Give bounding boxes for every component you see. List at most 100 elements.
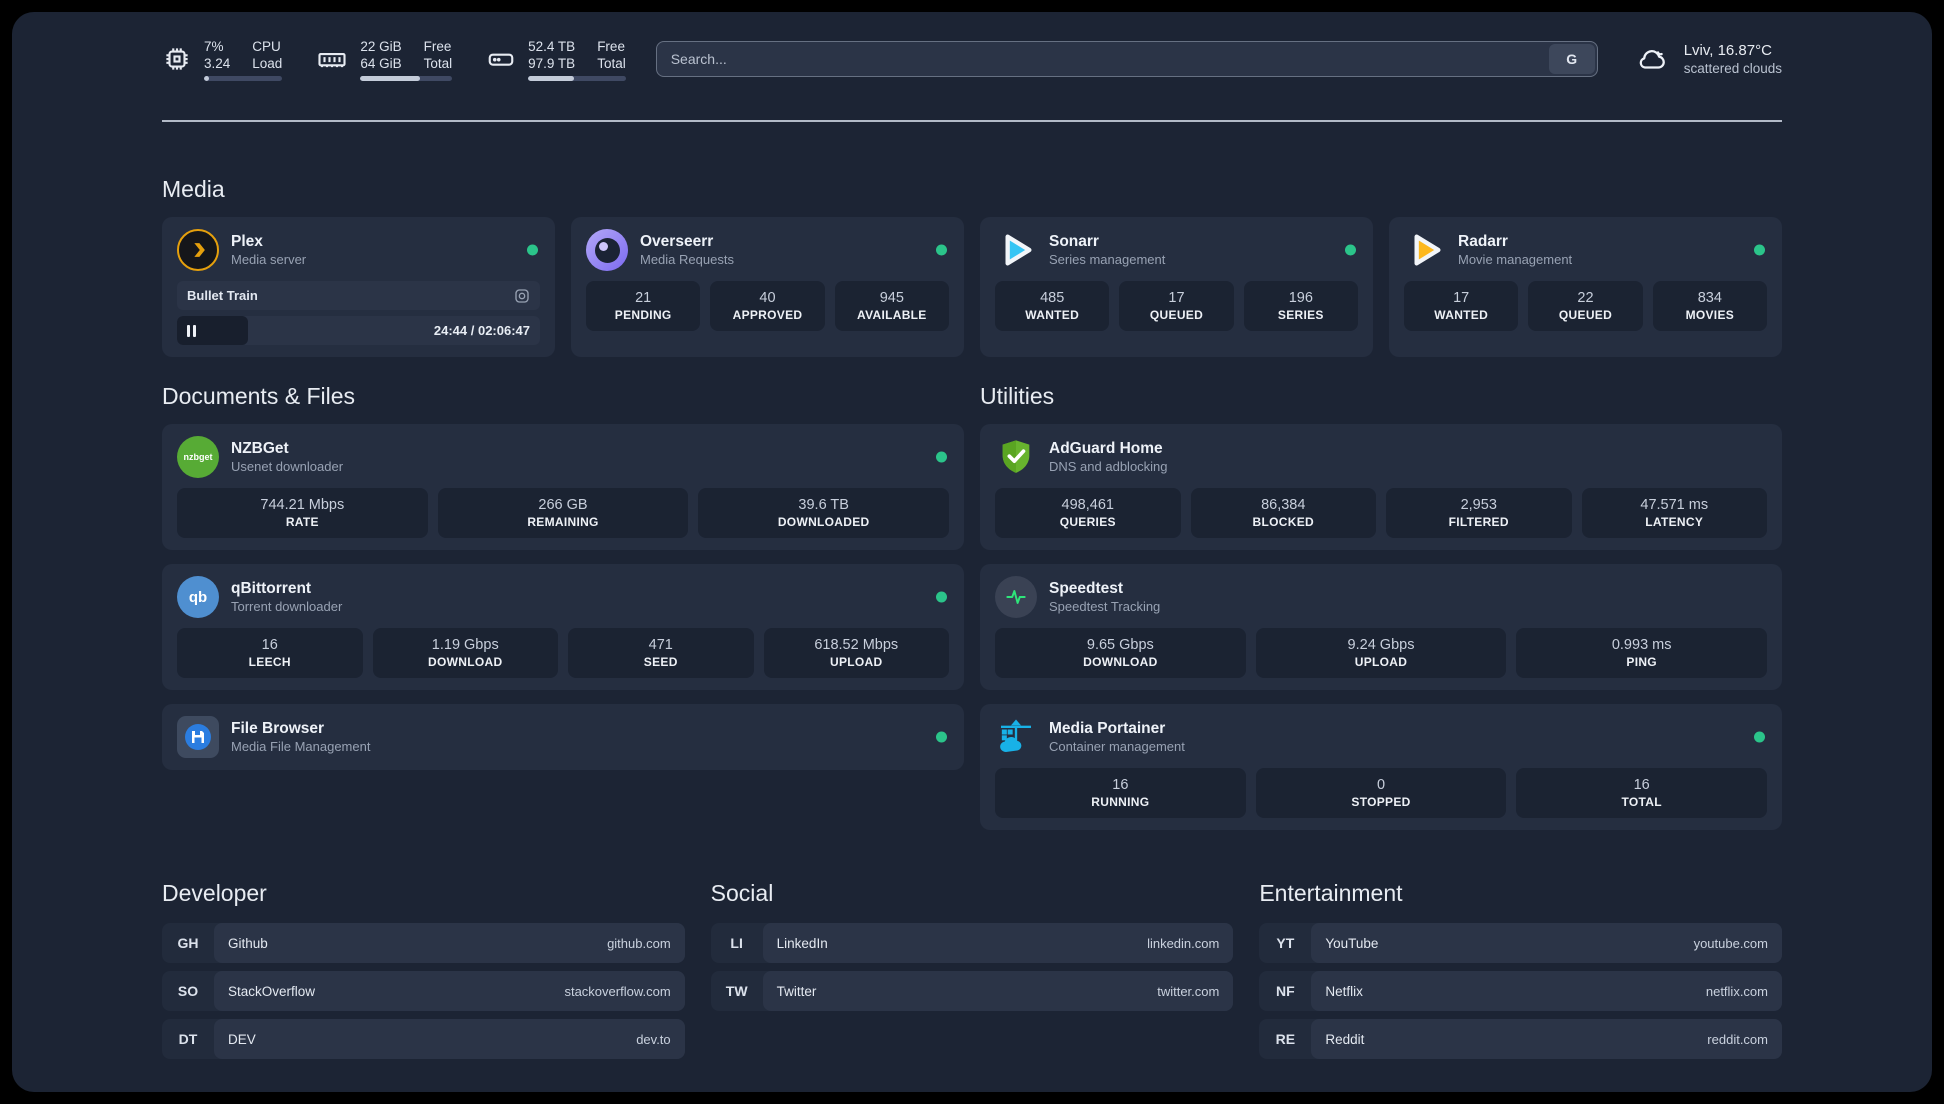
link-name: Netflix xyxy=(1325,983,1363,999)
app-name: Plex xyxy=(231,233,263,250)
link-stackoverflow[interactable]: SO StackOverflow stackoverflow.com xyxy=(162,971,685,1011)
status-dot xyxy=(527,244,538,256)
app-card-portainer[interactable]: Media Portainer Container management 16 R… xyxy=(980,704,1782,830)
stat-queries: 498,461 QUERIES xyxy=(995,488,1181,538)
stat-filtered: 2,953 FILTERED xyxy=(1386,488,1572,538)
status-dot xyxy=(1754,244,1765,256)
stat-available: 945 AVAILABLE xyxy=(834,281,949,331)
link-reddit[interactable]: RE Reddit reddit.com xyxy=(1259,1019,1782,1059)
ram-free-value: 22 GiB xyxy=(360,38,402,54)
status-dot xyxy=(1754,731,1765,743)
app-subtitle: Media File Management xyxy=(231,739,371,754)
stat-blocked: 86,384 BLOCKED xyxy=(1190,488,1376,538)
link-abbrev: LI xyxy=(730,935,743,951)
section-title-documents: Documents & Files xyxy=(162,383,356,409)
stat-queued: 22 QUEUED xyxy=(1528,281,1643,331)
ram-icon xyxy=(316,44,348,74)
link-abbrev: NF xyxy=(1275,983,1295,999)
disk-metric: 52.4 TB 97.9 TB Free Total xyxy=(486,38,626,81)
link-abbrev: GH xyxy=(177,935,199,951)
app-subtitle: Media server xyxy=(231,252,307,267)
speedtest-icon xyxy=(995,576,1037,618)
stat-leech: 16 LEECH xyxy=(177,628,363,678)
link-name: StackOverflow xyxy=(228,983,316,999)
app-subtitle: Speedtest Tracking xyxy=(1049,599,1161,614)
search-input[interactable] xyxy=(655,41,1598,77)
overseerr-icon xyxy=(586,229,628,271)
app-subtitle: Movie management xyxy=(1458,252,1573,267)
stat-pending: 21 PENDING xyxy=(586,281,701,331)
cpu-load-value: 3.24 xyxy=(204,55,231,71)
link-youtube[interactable]: YT YouTube youtube.com xyxy=(1259,923,1782,963)
app-subtitle: Torrent downloader xyxy=(231,599,343,614)
disk-progress-bar xyxy=(528,75,626,81)
disk-total-value: 97.9 TB xyxy=(528,55,576,71)
stat-ping: 0.993 ms PING xyxy=(1516,628,1768,678)
cloud-icon xyxy=(1632,42,1672,76)
disk-free-value: 52.4 TB xyxy=(528,38,576,54)
screen-icon xyxy=(514,288,530,304)
status-dot xyxy=(936,244,947,256)
stat-wanted: 485 WANTED xyxy=(995,281,1110,331)
plex-icon xyxy=(177,229,219,271)
app-card-filebrowser[interactable]: File Browser Media File Management xyxy=(162,704,964,770)
app-name: Radarr xyxy=(1458,233,1508,250)
cpu-usage: 7% xyxy=(204,38,224,54)
sonarr-icon xyxy=(995,229,1037,271)
links-column-developer: Developer GH Github github.com SO StackO… xyxy=(162,880,685,1059)
utilities-column: Utilities AdGuard Home xyxy=(980,383,1782,830)
app-card-nzbget[interactable]: nzbget NZBGet Usenet downloader 744.21 M… xyxy=(162,424,964,550)
stat-latency: 47.571 ms LATENCY xyxy=(1581,488,1767,538)
link-dev[interactable]: DT DEV dev.to xyxy=(162,1019,685,1059)
link-url: stackoverflow.com xyxy=(564,983,671,999)
app-card-plex[interactable]: Plex Media server Bullet Train 24:44 / 0… xyxy=(162,217,555,357)
link-linkedin[interactable]: LI LinkedIn linkedin.com xyxy=(710,923,1234,963)
links-column-entertainment: Entertainment YT YouTube youtube.com NF … xyxy=(1259,880,1782,1059)
link-abbrev: TW xyxy=(725,983,748,999)
stat-download: 9.65 Gbps DOWNLOAD xyxy=(995,628,1246,678)
link-netflix[interactable]: NF Netflix netflix.com xyxy=(1259,971,1782,1011)
stat-total: 16 TOTAL xyxy=(1516,768,1768,818)
link-github[interactable]: GH Github github.com xyxy=(162,923,685,963)
cpu-label: CPU xyxy=(252,38,281,54)
app-card-qbittorrent[interactable]: qb qBittorrent Torrent downloader 16 LEEC… xyxy=(162,564,964,690)
app-name: qBittorrent xyxy=(231,580,312,597)
link-name: DEV xyxy=(228,1031,256,1047)
stat-upload: 9.24 Gbps UPLOAD xyxy=(1255,628,1507,678)
ram-free-label: Free xyxy=(423,38,452,54)
app-subtitle: Media Requests xyxy=(640,252,734,267)
app-name: Overseerr xyxy=(640,233,714,250)
pause-icon xyxy=(187,324,196,337)
app-card-speedtest[interactable]: Speedtest Speedtest Tracking 9.65 Gbps DO… xyxy=(980,564,1782,690)
now-playing-title: Bullet Train xyxy=(187,288,258,303)
link-twitter[interactable]: TW Twitter twitter.com xyxy=(710,971,1234,1011)
media-grid: Plex Media server Bullet Train 24:44 / 0… xyxy=(162,217,1782,357)
section-title-entertainment: Entertainment xyxy=(1259,880,1403,906)
section-title-social: Social xyxy=(710,880,774,906)
header-divider xyxy=(162,120,1782,122)
status-dot xyxy=(1345,244,1356,256)
app-card-overseerr[interactable]: Overseerr Media Requests 21 PENDING 40 APP… xyxy=(571,217,964,357)
app-subtitle: Series management xyxy=(1049,252,1166,267)
ram-total-label: Total xyxy=(423,55,453,71)
app-card-radarr[interactable]: Radarr Movie management 17 WANTED 22 QUEUE… xyxy=(1389,217,1782,357)
app-subtitle: DNS and adblocking xyxy=(1049,459,1168,474)
filebrowser-icon xyxy=(177,716,219,758)
app-name: NZBGet xyxy=(231,440,289,457)
disk-icon xyxy=(486,44,516,74)
playback-progress-bar: 24:44 / 02:06:47 xyxy=(177,316,540,345)
app-name: File Browser xyxy=(231,720,325,737)
link-url: linkedin.com xyxy=(1147,935,1220,951)
link-name: LinkedIn xyxy=(776,935,828,951)
status-dot xyxy=(936,731,947,743)
adguard-icon xyxy=(995,436,1037,478)
cpu-load-label: Load xyxy=(252,55,283,71)
documents-column: Documents & Files nzbget NZBGet Usenet d… xyxy=(162,383,964,830)
weather-location: Lviv, 16.87°C xyxy=(1683,42,1772,59)
status-dot xyxy=(936,591,947,603)
ram-progress-bar xyxy=(360,75,453,81)
app-card-adguard[interactable]: AdGuard Home DNS and adblocking 498,461 Q… xyxy=(980,424,1782,550)
search-engine-button[interactable]: G xyxy=(1548,44,1595,74)
stat-downloaded: 39.6 TB DOWNLOADED xyxy=(698,488,950,538)
app-card-sonarr[interactable]: Sonarr Series management 485 WANTED 17 QUE… xyxy=(980,217,1373,357)
